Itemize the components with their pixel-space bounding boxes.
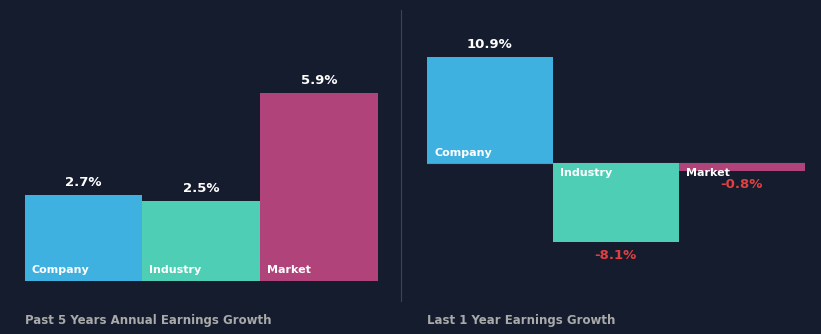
Bar <box>142 201 260 281</box>
Text: -0.8%: -0.8% <box>721 178 763 191</box>
Text: Market: Market <box>267 266 311 276</box>
Text: Past 5 Years Annual Earnings Growth: Past 5 Years Annual Earnings Growth <box>25 314 271 327</box>
Text: Company: Company <box>434 148 493 158</box>
Text: Market: Market <box>686 168 730 178</box>
Text: 5.9%: 5.9% <box>300 74 337 87</box>
Text: Industry: Industry <box>561 168 612 178</box>
Bar <box>679 163 805 171</box>
Text: 2.7%: 2.7% <box>65 176 102 188</box>
Text: Company: Company <box>32 266 89 276</box>
Bar <box>427 57 553 163</box>
Text: Industry: Industry <box>149 266 202 276</box>
Text: Last 1 Year Earnings Growth: Last 1 Year Earnings Growth <box>427 314 615 327</box>
Text: 10.9%: 10.9% <box>467 38 513 51</box>
Bar <box>553 163 679 242</box>
Bar <box>25 195 142 281</box>
Text: -8.1%: -8.1% <box>594 249 637 262</box>
Text: 2.5%: 2.5% <box>183 182 219 195</box>
Bar <box>260 93 378 281</box>
